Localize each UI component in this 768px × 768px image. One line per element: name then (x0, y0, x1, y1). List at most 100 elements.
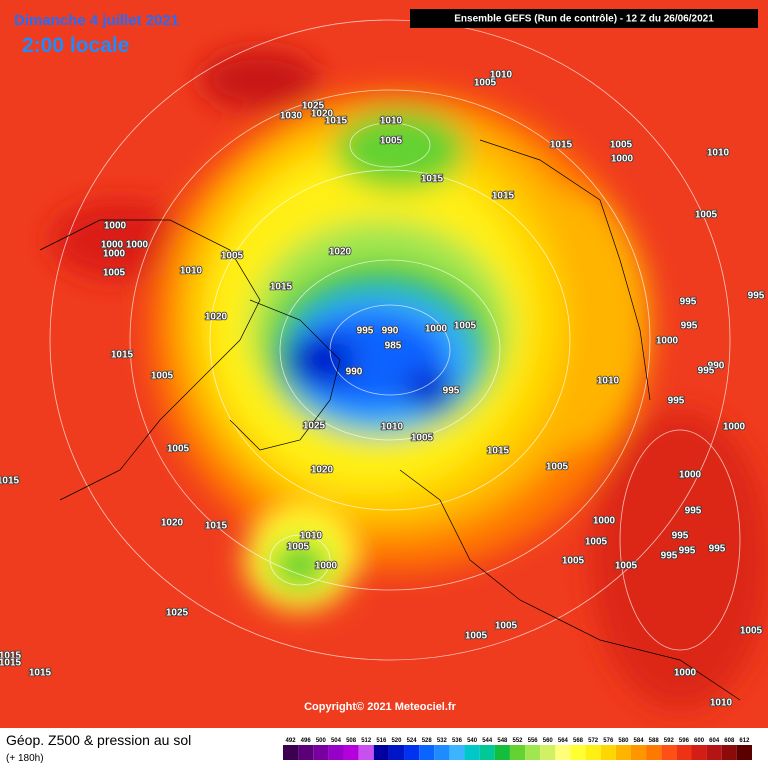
pressure-label: 1015 (29, 668, 52, 679)
legend-label: 600 (694, 738, 705, 744)
pressure-label: 1005 (380, 136, 403, 147)
legend-swatch (328, 745, 344, 760)
legend-swatch (691, 745, 707, 760)
legend-swatch (570, 745, 586, 760)
pressure-label: 1005 (167, 444, 190, 455)
pressure-label: 995 (680, 297, 697, 308)
legend-label: 556 (528, 738, 539, 744)
pressure-label: 990 (382, 326, 399, 337)
pressure-label: 1005 (562, 556, 585, 567)
legend-swatch (388, 745, 405, 760)
legend-label: 528 (422, 738, 433, 744)
pressure-label: 1000 (611, 154, 634, 165)
pressure-label: 995 (443, 386, 460, 397)
legend-label: 560 (543, 738, 554, 744)
pressure-label: 990 (346, 367, 363, 378)
pressure-label: 1005 (610, 140, 633, 151)
pressure-label: 1015 (325, 116, 348, 127)
pressure-label: 995 (698, 366, 715, 377)
run-info: Ensemble GEFS (Run de contrôle) - 12 Z d… (454, 14, 714, 25)
pressure-label: 1005 (740, 626, 763, 637)
legend-swatch (676, 745, 692, 760)
legend-label: 540 (467, 738, 478, 744)
legend-swatch (721, 745, 737, 760)
legend-swatch (585, 745, 601, 760)
pressure-label: 995 (748, 291, 765, 302)
pressure-label: 1010 (597, 376, 620, 387)
pressure-label: 1015 (0, 658, 22, 669)
legend-swatch (434, 745, 450, 760)
pressure-label: 995 (685, 506, 702, 517)
legend-swatch (419, 745, 435, 760)
legend-label: 512 (361, 738, 372, 744)
legend-swatch (509, 745, 526, 760)
legend-label: 544 (482, 738, 493, 744)
pressure-label: 1015 (0, 651, 22, 662)
pressure-label: 1010 (710, 698, 733, 709)
pressure-label: 1010 (180, 266, 203, 277)
legend-label: 604 (709, 738, 720, 744)
legend-label: 596 (679, 738, 690, 744)
legend-swatch (464, 745, 480, 760)
legend-swatch (736, 745, 752, 760)
pressure-label: 1015 (487, 446, 510, 457)
pressure-label: 1005 (695, 210, 718, 221)
pressure-label: 1000 (425, 324, 448, 335)
pressure-label: 1000 (101, 240, 124, 251)
legend-swatch (283, 745, 299, 760)
pressure-label: 1005 (103, 268, 126, 279)
pressure-label: 1000 (679, 470, 702, 481)
legend-label: 584 (634, 738, 645, 744)
pressure-label: 1000 (723, 422, 746, 433)
legend-label: 580 (618, 738, 629, 744)
footer-title: Géop. Z500 & pression au sol (6, 732, 191, 748)
pressure-label: 1020 (329, 247, 352, 258)
pressure-label: 1005 (474, 78, 497, 89)
pressure-label: 1005 (465, 631, 488, 642)
legend-label: 588 (649, 738, 660, 744)
legend-label: 492 (286, 738, 297, 744)
pressure-label: 1000 (126, 240, 149, 251)
pressure-label: 1005 (221, 251, 244, 262)
pressure-label: 995 (679, 546, 696, 557)
legend-swatch (600, 745, 616, 760)
legend-label: 500 (316, 738, 327, 744)
pressure-label: 1015 (421, 174, 444, 185)
pressure-label: 1000 (315, 561, 338, 572)
date: Dimanche 4 juillet 2021 (14, 12, 179, 29)
legend-swatch (494, 745, 510, 760)
legend-label: 516 (376, 738, 387, 744)
pressure-label: 1025 (302, 101, 325, 112)
legend-swatch (298, 745, 314, 760)
legend-swatch (373, 745, 389, 760)
legend-swatch (343, 745, 359, 760)
run-banner (410, 9, 758, 28)
legend-label: 508 (346, 738, 357, 744)
isobars (49, 19, 741, 661)
legend-label: 552 (512, 738, 523, 744)
legend-label: 592 (664, 738, 675, 744)
pressure-label: 1010 (707, 148, 730, 159)
pressure-label: 1015 (492, 191, 515, 202)
legend-label: 504 (331, 738, 342, 744)
geopotential-field (0, 0, 768, 728)
legend-label: 608 (724, 738, 735, 744)
pressure-label: 1000 (656, 336, 679, 347)
pressure-label: 995 (668, 396, 685, 407)
legend-label: 536 (452, 738, 463, 744)
legend-label: 572 (588, 738, 599, 744)
legend-label: 496 (301, 738, 312, 744)
pressure-label: 985 (385, 341, 402, 352)
pressure-label: 1015 (550, 140, 573, 151)
pressure-label: 1005 (287, 542, 310, 553)
legend-swatch (646, 745, 662, 760)
legend-swatch (479, 745, 495, 760)
footer-lead: (+ 180h) (6, 753, 44, 764)
legend-swatch (525, 745, 541, 760)
legend-swatch (404, 745, 420, 760)
pressure-label: 1015 (270, 282, 293, 293)
pressure-label: 1015 (111, 350, 134, 361)
pressure-label: 1005 (454, 321, 477, 332)
legend-label: 532 (437, 738, 448, 744)
pressure-label: 1020 (205, 312, 228, 323)
